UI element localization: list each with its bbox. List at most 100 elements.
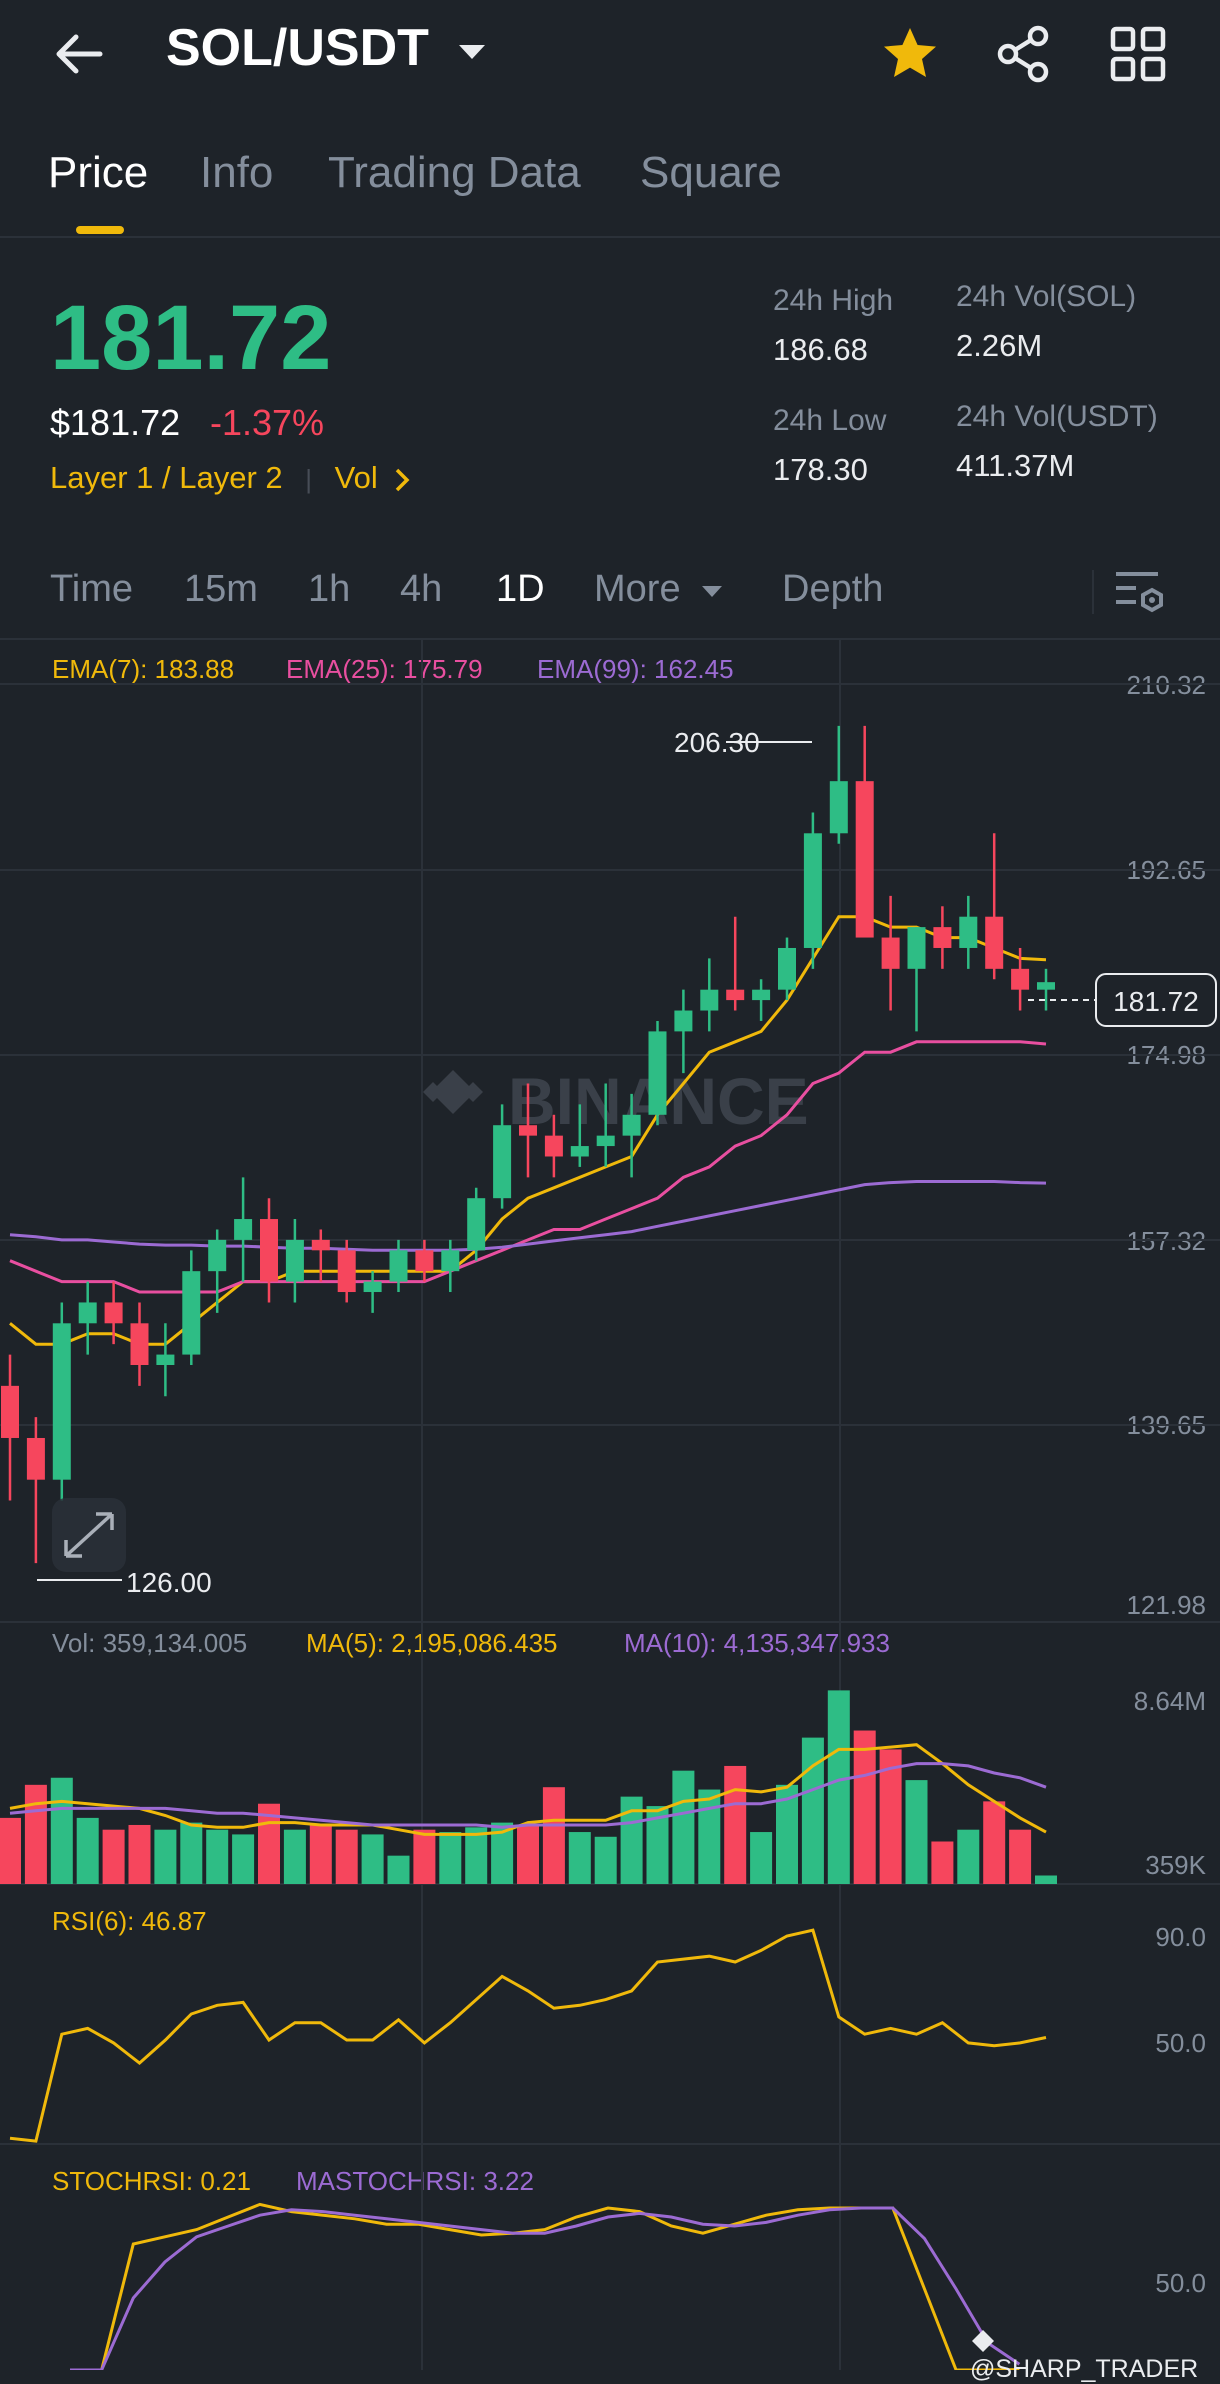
interval-15m[interactable]: 15m	[184, 568, 258, 610]
volume-bar	[905, 1780, 928, 1884]
volume-bar	[76, 1817, 99, 1884]
stochrsi-line	[70, 2202, 1020, 2370]
stochrsi-label: STOCHRSI: 0.21	[52, 2166, 251, 2196]
stochrsi-line	[70, 2206, 1021, 2370]
candle-body	[78, 1302, 97, 1324]
rsi-label: RSI(6): 46.87	[52, 1906, 207, 1936]
volume-bar	[439, 1832, 462, 1884]
candle-body	[182, 1271, 201, 1355]
volume-bar	[853, 1730, 876, 1884]
volume-bar	[361, 1834, 384, 1884]
active-tab-indicator	[76, 226, 124, 234]
candle-body	[493, 1125, 512, 1199]
chevron-right-icon	[396, 468, 410, 492]
volume-bar	[491, 1822, 514, 1884]
tag-divider: |	[305, 464, 313, 494]
candle-body	[208, 1239, 227, 1272]
category-tags: Layer 1 / Layer 2 | Vol	[50, 460, 412, 496]
tab-trading-data[interactable]: Trading Data	[328, 148, 581, 197]
credit-text: @SHARP_TRADER	[970, 2355, 1199, 2383]
layout-button[interactable]	[1108, 24, 1168, 84]
volume-bar	[983, 1801, 1006, 1884]
interval-1d[interactable]: 1D	[496, 568, 545, 610]
interval-1h[interactable]: 1h	[308, 568, 351, 610]
ema25-label: EMA(25): 175.79	[286, 654, 483, 684]
vol-usdt-label: 24h Vol(USDT)	[956, 400, 1158, 433]
candle-body	[544, 1135, 563, 1157]
volume-bar	[957, 1829, 980, 1884]
high-marker: 206.30	[674, 727, 760, 758]
watermark: BINANCE	[423, 1064, 809, 1138]
tab-square[interactable]: Square	[640, 148, 782, 197]
candle-body	[726, 989, 745, 1001]
interval-depth[interactable]: Depth	[782, 568, 884, 610]
candle-body	[441, 1250, 460, 1272]
last-price-label: 181.72	[1113, 986, 1199, 1017]
volume-bar	[724, 1765, 747, 1884]
volume-bar	[931, 1841, 954, 1884]
high-label: 24h High	[773, 284, 894, 317]
candle-body	[700, 989, 719, 1011]
pair-selector[interactable]: SOL/USDT	[166, 18, 489, 78]
tab-price[interactable]: Price	[48, 148, 149, 197]
binance-square-icon	[972, 2330, 994, 2353]
favorite-button[interactable]	[880, 24, 940, 84]
candle-body	[104, 1302, 123, 1324]
candle-body	[415, 1250, 434, 1272]
interval-4h[interactable]: 4h	[400, 568, 443, 610]
candle-body	[674, 1010, 693, 1032]
tabs-divider	[0, 236, 1220, 238]
volume-bar	[413, 1829, 436, 1884]
y-tick: 121.98	[1126, 1590, 1206, 1620]
last-price-box	[1095, 973, 1217, 1027]
interval-time[interactable]: Time	[50, 568, 134, 610]
volume-bar	[542, 1787, 565, 1884]
stoch-y-tick: 50.0	[1155, 2268, 1206, 2298]
vol-y-tick: 8.64M	[1133, 1686, 1206, 1716]
candle-body	[52, 1323, 71, 1480]
volume-bar	[309, 1824, 332, 1884]
tag-vol[interactable]: Vol	[334, 460, 378, 495]
volume-bar	[801, 1737, 824, 1884]
low-value: 178.30	[773, 452, 868, 487]
rsi-y-tick: 90.0	[1155, 1922, 1206, 1952]
volume-bar	[283, 1829, 306, 1884]
volume-bar	[517, 1824, 539, 1884]
interval-divider-line	[0, 638, 1220, 640]
candle-body	[311, 1239, 330, 1251]
chart-settings-button[interactable]	[1112, 566, 1168, 618]
volume-bar	[0, 1817, 21, 1884]
tab-info[interactable]: Info	[200, 148, 274, 197]
interval-more[interactable]: More	[594, 568, 725, 611]
candle-body	[803, 833, 822, 948]
candle-body	[907, 927, 926, 969]
volume-ma-line	[9, 1743, 1047, 1836]
rsi-line	[9, 1928, 1047, 2143]
volume-bar	[776, 1784, 798, 1884]
volume-bar	[335, 1829, 358, 1884]
volume-bar	[206, 1829, 229, 1884]
candle-body	[622, 1114, 641, 1136]
volume-bar	[698, 1789, 721, 1884]
back-arrow-icon	[56, 34, 103, 74]
volume-bar	[24, 1784, 47, 1884]
volume-bar	[465, 1827, 488, 1884]
candle-body	[234, 1219, 253, 1240]
grid-icon	[1110, 26, 1166, 82]
candle-body	[752, 989, 771, 1001]
chart-settings-icon	[1116, 572, 1163, 613]
tag-layer[interactable]: Layer 1 / Layer 2	[50, 460, 283, 495]
candle-body	[648, 1031, 667, 1115]
volume-bar	[646, 1806, 669, 1884]
candle-body	[596, 1135, 615, 1147]
candle-body	[1, 1385, 19, 1438]
share-button[interactable]	[994, 24, 1054, 84]
ema-line	[9, 1180, 1047, 1252]
caret-down-icon	[459, 45, 486, 60]
expand-chart-button[interactable]	[52, 1498, 126, 1572]
back-button[interactable]	[50, 24, 110, 84]
candle-body	[260, 1219, 278, 1282]
candle-body	[855, 781, 874, 938]
volume-bar	[568, 1832, 591, 1884]
